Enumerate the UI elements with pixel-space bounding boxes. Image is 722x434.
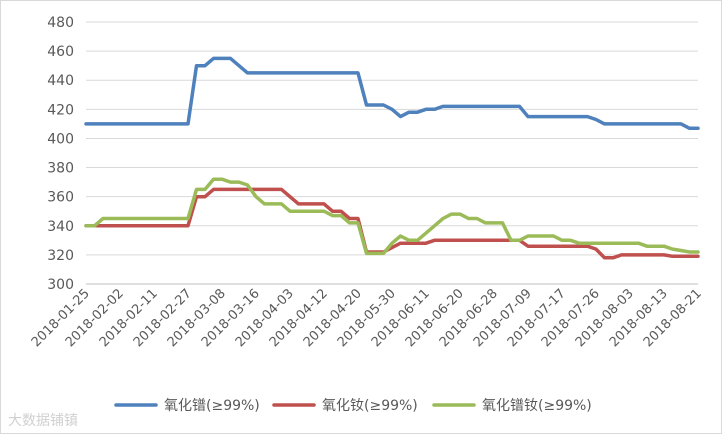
- series-line-1: [84, 56, 700, 131]
- series-line-3: [84, 177, 700, 256]
- legend-label-1: 氧化镨(≥99%): [164, 398, 260, 414]
- y-tick-label: 340: [47, 219, 74, 235]
- y-tick-label: 360: [47, 190, 74, 206]
- y-tick-label: 420: [47, 102, 74, 118]
- series-line-2: [84, 187, 700, 260]
- y-tick-label: 480: [47, 15, 74, 31]
- legend-label-2: 氧化钕(≥99%): [322, 398, 418, 414]
- y-tick-label: 300: [47, 277, 74, 293]
- y-tick-label: 400: [47, 131, 74, 147]
- y-tick-label: 440: [47, 73, 74, 89]
- y-tick-label: 320: [47, 248, 74, 264]
- y-tick-label: 380: [47, 161, 74, 177]
- watermark: 大数据铺镇: [8, 413, 78, 429]
- y-tick-label: 460: [47, 44, 74, 60]
- legend-label-3: 氧化镨钕(≥99%): [482, 398, 592, 414]
